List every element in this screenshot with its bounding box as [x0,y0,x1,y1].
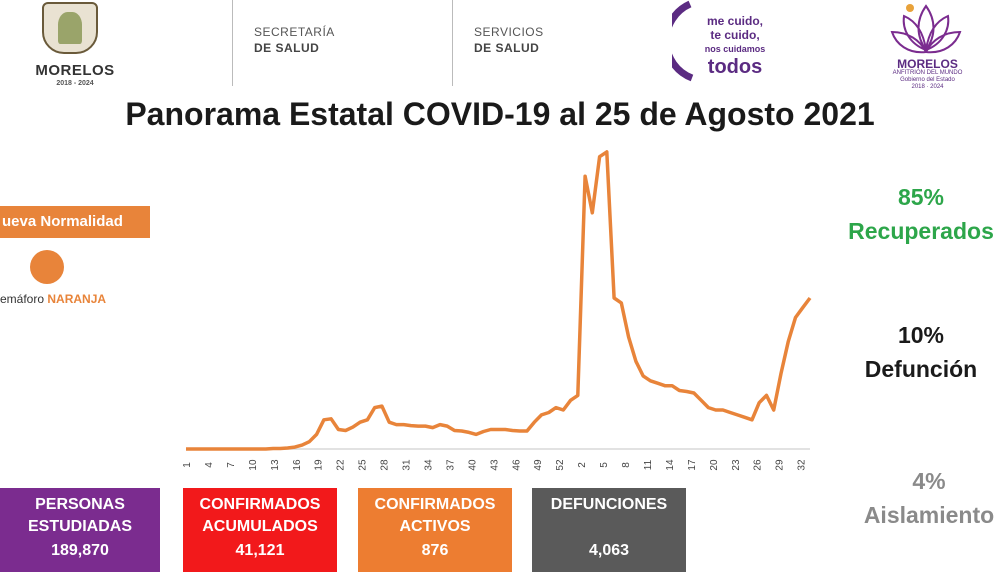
recovered-stat: 85% Recuperados [826,180,1000,248]
covid-active-cases-chart: 1 4 7 10 13 16 19 22 25 28 31 34 37 40 43 46 49 52 2 5 8 11 14… [182,150,812,471]
gov-name: MORELOS [35,62,115,79]
brand-sub-line1: Gobierno del Estado [900,77,955,83]
box-label-line1: PERSONAS [35,496,125,513]
x-tick-label: 22 [336,459,347,471]
x-tick-label: 49 [533,459,544,471]
x-tick-label: 32 [797,459,808,471]
dept-secretaria: SECRETARÍA DE SALUD [254,24,335,56]
box-label-line2: ACUMULADOS [202,518,318,535]
x-tick-label: 19 [314,459,325,471]
x-tick-label: 1 [182,462,193,468]
page-title: Panorama Estatal COVID-19 al 25 de Agost… [125,96,875,132]
death-stat: 10% Defunción [826,318,1000,386]
campaign-line2: te cuido, [710,28,760,42]
isolation-stat: 4% Aislamiento [834,464,1000,532]
campaign-line1: me cuido, [706,14,763,28]
series-line [186,150,812,451]
header-divider [452,0,453,86]
brand-tagline: ANFITRIÓN DEL MUNDO [892,70,963,76]
recovered-pct: 85% [897,184,945,210]
x-tick-label: 11 [643,459,654,470]
box-value: 189,870 [51,542,109,559]
x-tick-label: 14 [665,459,676,471]
box-label-line2: ACTIVOS [399,518,471,535]
dept-servicios: SERVICIOS DE SALUD [474,24,544,56]
header-divider [232,0,233,86]
dept-servicios-line2: DE SALUD [474,41,540,55]
lotus-flower-icon [890,4,962,54]
x-tick-label: 13 [270,459,281,471]
x-tick-label: 17 [687,459,698,471]
dept-secretaria-line2: DE SALUD [254,41,320,55]
x-tick-label: 40 [467,459,478,471]
campaign-line3: nos cuidamos [704,44,766,54]
dept-secretaria-line1: SECRETARÍA [254,25,335,39]
x-tick-label: 10 [248,459,259,471]
box-label-line1: CONFIRMADOS [374,496,496,513]
campaign-logo-arc [672,0,694,82]
campaign-slogan: me cuido, te cuido, nos cuidamos todos [690,14,780,78]
semaforo-label: emáforo NARANJA [0,292,106,306]
x-tick-label: 7 [226,462,237,468]
campaign-line4: todos [707,56,763,78]
gov-years: 2018 - 2024 [56,80,94,87]
semaforo-dot-icon [30,250,64,284]
x-tick-label: 20 [709,459,720,471]
box-defunciones: DEFUNCIONES 4,063 [532,488,686,572]
box-value: 4,063 [588,542,630,559]
x-tick-label: 37 [445,459,456,471]
x-tick-label: 31 [402,459,413,471]
semaforo-prefix: emáforo [0,292,48,306]
x-tick-label: 43 [489,459,500,471]
x-tick-label: 4 [204,462,215,468]
box-label-line2: ESTUDIADAS [27,518,132,535]
box-personas-estudiadas: PERSONAS ESTUDIADAS 189,870 [0,488,160,572]
death-pct: 10% [897,322,945,348]
x-tick-label: 52 [555,459,566,471]
box-value: 876 [421,542,449,559]
box-value: 41,121 [235,542,285,559]
x-tick-label: 34 [423,459,434,471]
x-tick-label: 46 [511,459,522,471]
death-label: Defunción [864,356,978,382]
x-tick-label: 28 [380,459,391,471]
box-confirmados-acumulados: CONFIRMADOS ACUMULADOS 41,121 [183,488,337,572]
x-tick-label: 25 [358,459,369,471]
x-tick-label: 23 [731,459,742,471]
x-tick-label: 26 [753,459,764,471]
isolation-label: Aislamiento [863,502,995,528]
box-label-line2 [532,516,686,538]
box-label-line1: DEFUNCIONES [550,496,668,513]
brand-sub-line2: 2018 · 2024 [911,84,944,90]
brand-subtitle: ANFITRIÓN DEL MUNDO Gobierno del Estado … [880,70,975,91]
dept-servicios-line1: SERVICIOS [474,25,544,39]
recovered-label: Recuperados [848,218,994,244]
semaforo-color: NARANJA [47,292,107,306]
box-confirmados-activos: CONFIRMADOS ACTIVOS 876 [358,488,512,572]
x-tick-label: 5 [599,462,610,468]
state-seal-logo [42,2,98,54]
isolation-pct: 4% [912,468,946,494]
x-tick-label: 2 [577,462,588,468]
brand-name: MORELOS [897,57,958,71]
x-tick-label: 8 [621,462,632,468]
phase-banner: ueva Normalidad [0,206,150,238]
x-tick-label: 16 [292,459,303,471]
box-label-line1: CONFIRMADOS [199,496,321,513]
x-tick-label: 29 [775,459,786,471]
